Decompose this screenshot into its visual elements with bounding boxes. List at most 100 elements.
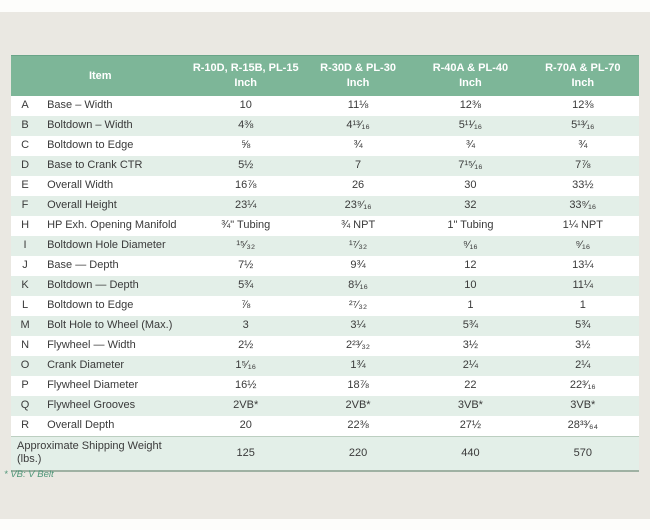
- table-header: Item R-10D, R-15B, PL-15 Inch R-30D & PL…: [11, 55, 639, 96]
- model-unit: Inch: [346, 77, 370, 89]
- row-value-model-3: 10: [414, 276, 527, 296]
- table-row: L Boltdown to Edge ⅞ ²⁷⁄₃₂ 1 1: [11, 296, 639, 316]
- row-item-name: Boltdown – Width: [39, 116, 190, 136]
- row-item-name: Flywheel — Width: [47, 339, 136, 351]
- row-item-name: Boltdown to Edge: [47, 299, 134, 311]
- row-item-name: Base – Width: [47, 99, 113, 111]
- model-name: R-40A & PL-40: [432, 62, 509, 74]
- row-value-model-1: 7½: [238, 259, 254, 271]
- table-row: Q Flywheel Grooves 2VB* 2VB* 3VB* 3VB*: [11, 396, 639, 416]
- row-value-model-2: ¾: [353, 139, 363, 151]
- row-value-model-3: 3VB*: [414, 396, 527, 416]
- model-name: R-10D, R-15B, PL-15: [192, 62, 299, 74]
- row-value-model-2: 8¹⁄₁₆: [301, 276, 415, 296]
- model-name: R-30D & PL-30: [320, 62, 396, 74]
- row-value-model-3: 12: [464, 259, 477, 271]
- row-item-name: Base to Crank CTR: [39, 156, 190, 176]
- row-value-model-4: 12⅜: [572, 99, 594, 111]
- row-value-model-1: 16½: [235, 379, 257, 391]
- row-value-model-2: 23⁹⁄₁₆: [301, 196, 415, 216]
- shipping-weight-row: Approximate Shipping Weight (lbs.) 125 2…: [11, 436, 639, 471]
- column-header-item: Item: [11, 55, 190, 96]
- row-value-model-1: ⅞: [241, 299, 251, 311]
- row-letter: A: [21, 99, 29, 111]
- row-value-model-4: 3VB*: [526, 396, 639, 416]
- row-value-model-1: 2VB*: [189, 396, 302, 416]
- table-row: M Bolt Hole to Wheel (Max.) 3 3¼ 5¾ 5¾: [11, 316, 639, 336]
- row-value-model-4: 13¼: [572, 259, 594, 271]
- top-margin-strip: [0, 0, 650, 12]
- row-item-name: Overall Width: [47, 179, 114, 191]
- table-row: I Boltdown Hole Diameter ¹⁵⁄₃₂ ¹⁷⁄₃₂ ⁹⁄₁…: [11, 236, 639, 256]
- row-value-model-4: 7⅞: [526, 156, 639, 176]
- row-letter: R: [21, 419, 30, 431]
- row-value-model-2: 11⅛: [347, 99, 369, 111]
- row-value-model-2: 22⅜: [347, 419, 369, 431]
- table-body: A Base – Width 10 11⅛ 12⅜ 12⅜ B Boltdown…: [11, 96, 639, 437]
- weight-value-model-3: 440: [414, 436, 527, 471]
- row-item-name: Boltdown to Edge: [47, 139, 134, 151]
- row-value-model-2: 18⅞: [347, 379, 369, 391]
- row-value-model-2: 2²³⁄₃₂: [346, 339, 371, 351]
- row-value-model-2: 7: [301, 156, 415, 176]
- row-value-model-4: 5¾: [526, 316, 639, 336]
- row-value-model-1: ⅝: [241, 139, 251, 151]
- table-row: A Base – Width 10 11⅛ 12⅜ 12⅜: [11, 96, 639, 116]
- row-value-model-4: ¾: [578, 139, 588, 151]
- vb-footnote: * VB: V Belt: [4, 469, 54, 480]
- table-row: J Base — Depth 7½ 9¾ 12 13¼: [11, 256, 639, 276]
- row-value-model-1: 3: [189, 316, 302, 336]
- row-letter: J: [22, 259, 28, 271]
- table-row: F Overall Height 23¼ 23⁹⁄₁₆ 32 33⁹⁄₁₆: [11, 196, 639, 216]
- row-value-model-3: 1" Tubing: [447, 219, 494, 231]
- row-value-model-2: ¾ NPT: [340, 219, 376, 231]
- row-value-model-1: 5½: [189, 156, 302, 176]
- table-row: P Flywheel Diameter 16½ 18⅞ 22 22³⁄₁₆: [11, 376, 639, 396]
- row-value-model-1: 1⁵⁄₁₆: [189, 356, 302, 376]
- row-item-name: Flywheel Diameter: [47, 379, 139, 391]
- model-unit: Inch: [459, 77, 482, 89]
- row-value-model-3: ⁹⁄₁₆: [414, 236, 527, 256]
- table-row: C Boltdown to Edge ⅝ ¾ ¾ ¾: [11, 136, 639, 156]
- row-value-model-4: 2¼: [526, 356, 639, 376]
- item-header-label: Item: [88, 69, 112, 82]
- row-letter: Q: [11, 396, 40, 416]
- row-item-name: Bolt Hole to Wheel (Max.): [39, 316, 190, 336]
- model-name: R-70A & PL-70: [545, 62, 621, 74]
- row-value-model-1: ¹⁵⁄₃₂: [189, 236, 302, 256]
- row-value-model-4: 33½: [572, 179, 594, 191]
- row-letter: K: [11, 276, 40, 296]
- row-value-model-1: 2½: [238, 339, 254, 351]
- row-value-model-4: 11¼: [526, 276, 639, 296]
- row-value-model-3: 22: [464, 379, 477, 391]
- row-value-model-3: 2¼: [414, 356, 527, 376]
- row-value-model-4: 5¹³⁄₁₆: [526, 116, 639, 136]
- row-value-model-4: 1: [579, 299, 586, 311]
- row-letter: P: [21, 379, 29, 391]
- row-item-name: Overall Height: [39, 196, 190, 216]
- table-row: D Base to Crank CTR 5½ 7 7¹⁵⁄₁₆ 7⅞: [11, 156, 639, 176]
- row-value-model-2: 4¹³⁄₁₆: [301, 116, 415, 136]
- row-value-model-2: 1¾: [301, 356, 415, 376]
- row-letter: C: [21, 139, 30, 151]
- row-value-model-1: 5¾: [189, 276, 302, 296]
- row-value-model-3: 1: [467, 299, 474, 311]
- row-value-model-3: 7¹⁵⁄₁₆: [414, 156, 527, 176]
- dimension-table-wrap: Item R-10D, R-15B, PL-15 Inch R-30D & PL…: [11, 55, 639, 472]
- table-row: K Boltdown — Depth 5¾ 8¹⁄₁₆ 10 11¼: [11, 276, 639, 296]
- table-row: B Boltdown – Width 4⅜ 4¹³⁄₁₆ 5¹¹⁄₁₆ 5¹³⁄…: [11, 116, 639, 136]
- row-value-model-3: 12⅜: [459, 99, 482, 111]
- weight-value-model-1: 125: [189, 436, 302, 471]
- column-header-model-2: R-30D & PL-30 Inch: [301, 55, 415, 96]
- row-value-model-2: 26: [351, 179, 365, 191]
- row-letter: E: [21, 179, 29, 191]
- row-letter: B: [11, 116, 40, 136]
- column-header-model-1: R-10D, R-15B, PL-15 Inch: [189, 55, 302, 96]
- row-value-model-3: 5¹¹⁄₁₆: [414, 116, 527, 136]
- row-value-model-1: 10: [239, 99, 252, 111]
- table-row: O Crank Diameter 1⁵⁄₁₆ 1¾ 2¼ 2¼: [11, 356, 639, 376]
- row-value-model-3: 5¾: [414, 316, 527, 336]
- row-value-model-3: 30: [464, 179, 477, 191]
- row-value-model-2: ²⁷⁄₃₂: [348, 299, 368, 311]
- model-unit: Inch: [234, 77, 258, 89]
